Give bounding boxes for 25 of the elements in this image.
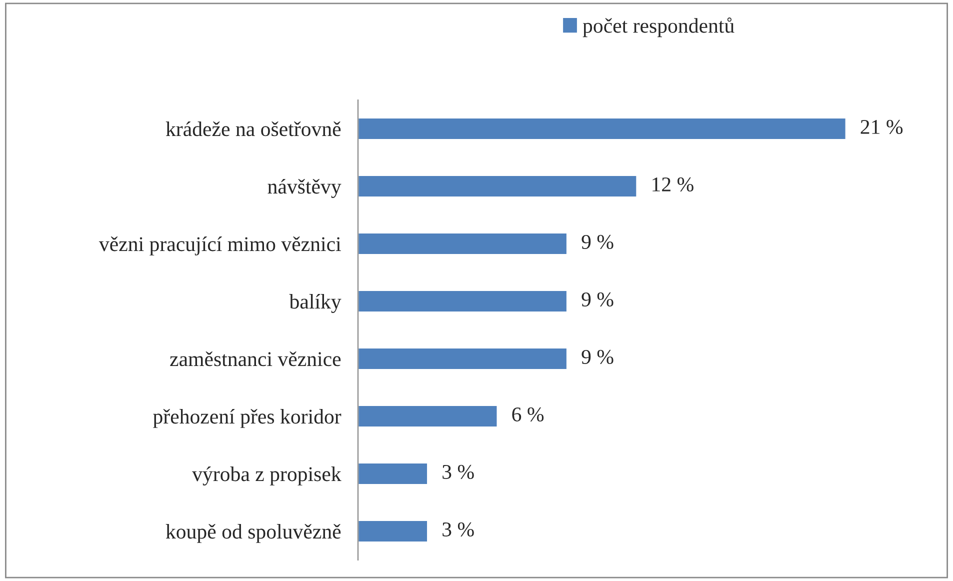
bar xyxy=(358,232,568,256)
bar xyxy=(358,462,428,486)
y-tick-label: vězni pracující mimo věznici xyxy=(98,236,341,256)
y-tick-label: krádeže na ošetřovně xyxy=(166,121,341,136)
y-tick-label: balíky xyxy=(289,294,342,313)
bar xyxy=(358,347,568,370)
data-label: 9 % xyxy=(582,292,614,307)
bar xyxy=(358,117,847,140)
bar xyxy=(358,404,498,428)
data-label: 21 % xyxy=(860,120,903,134)
bar xyxy=(358,174,638,198)
data-label: 9 % xyxy=(582,350,614,364)
y-tick-label: přehození přes koridor xyxy=(153,409,342,428)
y-tick-label: návštěvy xyxy=(268,179,342,198)
y-tick-label: koupě od spoluvězně xyxy=(166,524,341,543)
data-label: 3 % xyxy=(442,464,474,480)
legend-label: počet respondentů xyxy=(582,18,734,38)
bar xyxy=(358,290,568,313)
data-label: 9 % xyxy=(582,234,614,250)
data-label: 6 % xyxy=(512,407,544,422)
data-label: 12 % xyxy=(652,177,694,192)
bar xyxy=(358,520,428,543)
data-label: 3 % xyxy=(442,522,474,537)
y-tick-label: zaměstnanci věznice xyxy=(170,351,341,366)
y-tick-label: výroba z propisek xyxy=(192,466,342,486)
